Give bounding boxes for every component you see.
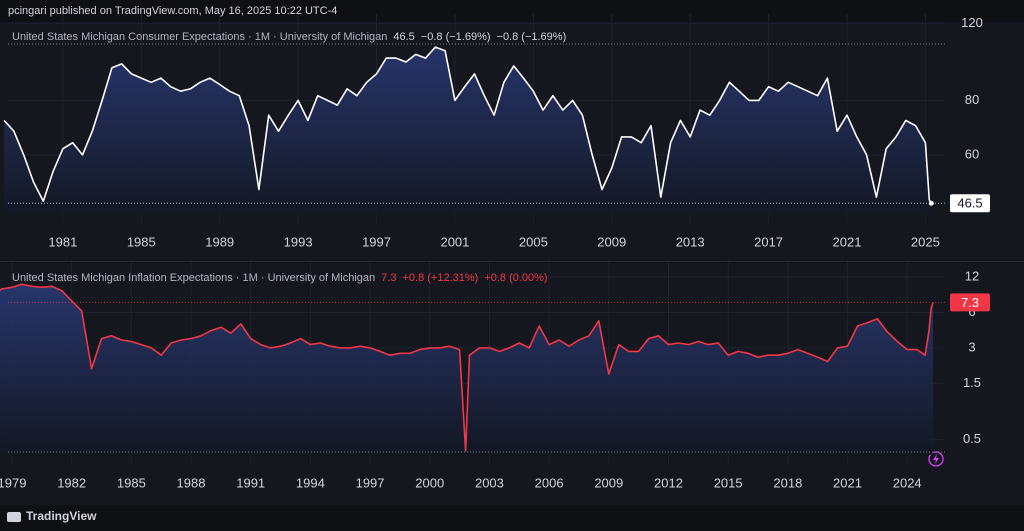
legend-title: United States Michigan Consumer Expectat… [12, 31, 387, 43]
y-tick-label: 80 [965, 92, 979, 107]
x-tick-label: 2021 [833, 475, 862, 490]
x-tick-label: 2012 [654, 475, 683, 490]
last-point [928, 200, 934, 206]
x-tick-label: 1994 [296, 475, 325, 490]
x-tick-label: 2005 [519, 234, 548, 249]
x-tick-label: 1991 [236, 475, 265, 490]
x-tick-label: 2003 [475, 475, 504, 490]
footer: TradingView [26, 509, 97, 523]
legend-change: +0.8 (0.00%) [484, 272, 547, 284]
legend-value: 7.3 [381, 272, 396, 284]
x-tick-label: 1982 [57, 475, 86, 490]
y-tick-label: 1.5 [963, 375, 981, 390]
x-tick-label: 2000 [415, 475, 444, 490]
y-tick-label: 12 [965, 268, 979, 283]
x-tick-label: 2015 [714, 475, 743, 490]
y-tick-label: 3 [968, 339, 975, 354]
x-tick-label: 1981 [48, 234, 77, 249]
area [0, 284, 934, 455]
legend-value: 46.5 [393, 31, 414, 43]
x-tick-label: 1985 [127, 234, 156, 249]
x-tick-label: 2006 [535, 475, 564, 490]
x-tick-label: 2024 [893, 475, 922, 490]
area [4, 47, 932, 215]
x-tick-label: 2017 [754, 234, 783, 249]
x-tick-label: 1985 [117, 475, 146, 490]
logo [7, 512, 21, 522]
legend-title: United States Michigan Inflation Expecta… [12, 272, 375, 284]
legend-change: −0.8 (−1.69%) [497, 31, 567, 43]
series-line [3, 46, 932, 204]
y-tick-label: 60 [965, 146, 979, 161]
series-line [0, 283, 934, 452]
legend: United States Michigan Inflation Expecta… [12, 272, 548, 284]
x-tick-label: 2018 [773, 475, 802, 490]
alert-bolt [933, 454, 939, 464]
x-tick-label: 2025 [911, 234, 940, 249]
last-value-box [950, 194, 990, 213]
legend-change: +0.8 (+12.31%) [402, 272, 478, 284]
x-tick-label: 1997 [356, 475, 385, 490]
x-tick-label: 2009 [594, 475, 623, 490]
x-tick-label: 1993 [284, 234, 313, 249]
y-tick-label: 120 [961, 15, 983, 30]
x-tick-label: 2013 [676, 234, 705, 249]
x-tick-label: 2009 [597, 234, 626, 249]
x-tick-label: 1997 [362, 234, 391, 249]
legend: United States Michigan Consumer Expectat… [12, 31, 566, 43]
header: pcingari published on TradingView.com, M… [8, 5, 337, 17]
x-tick-label: 1989 [205, 234, 234, 249]
last-value-label: 7.3 [961, 295, 979, 310]
x-tick-label: 1988 [177, 475, 206, 490]
y-tick-label: 0.5 [963, 431, 981, 446]
x-tick-label: 1979 [0, 475, 26, 490]
last-value-box [950, 293, 990, 312]
legend-change: −0.8 (−1.69%) [421, 31, 491, 43]
x-tick-label: 2021 [833, 234, 862, 249]
last-value-label: 46.5 [957, 196, 982, 211]
x-tick-label: 2001 [440, 234, 469, 249]
